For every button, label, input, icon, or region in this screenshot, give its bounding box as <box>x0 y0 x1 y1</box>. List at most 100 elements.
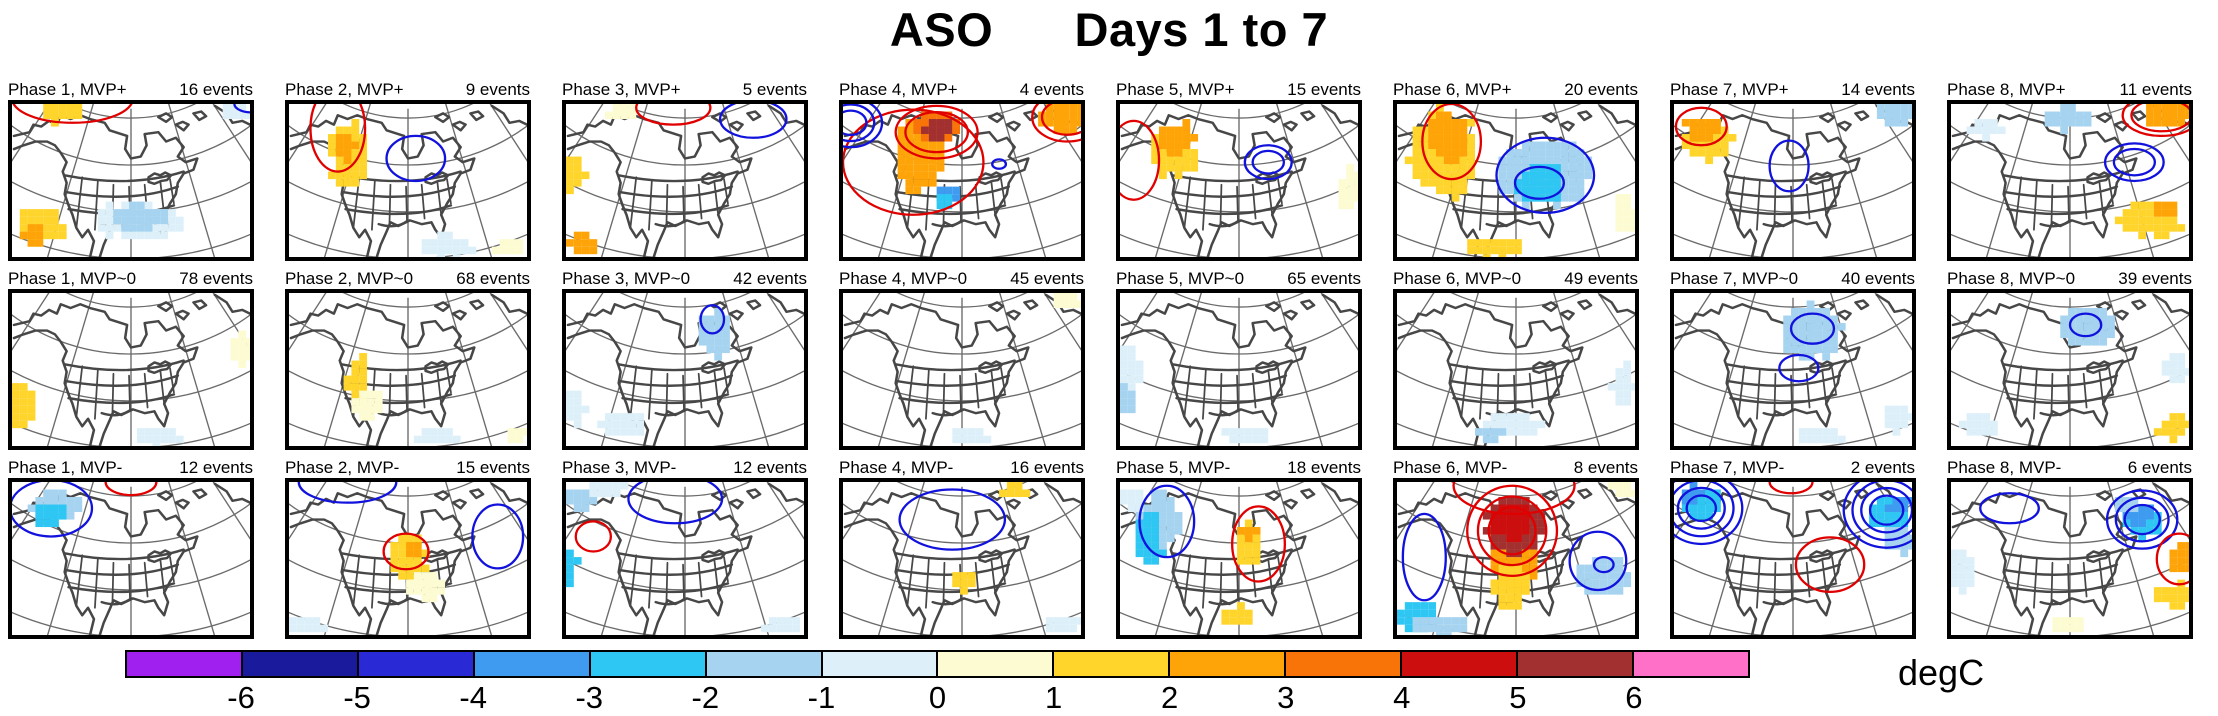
colorbar-tick-label: -6 <box>227 680 255 715</box>
map-panel: Phase 7, MVP- 2 events <box>1670 458 1916 639</box>
map-canvas <box>8 478 254 639</box>
panel-phase-label: Phase 6, MVP- <box>1393 458 1508 477</box>
panel-header: Phase 5, MVP+ 15 events <box>1116 80 1362 100</box>
panel-phase-label: Phase 8, MVP+ <box>1947 80 2066 99</box>
panel-header: Phase 2, MVP+ 9 events <box>285 80 531 100</box>
panel-phase-label: Phase 6, MVP+ <box>1393 80 1512 99</box>
panel-header: Phase 8, MVP+ 11 events <box>1947 80 2193 100</box>
map-canvas <box>1670 478 1916 639</box>
colorbar-tick-label: 5 <box>1509 680 1527 715</box>
panel-events-count: 15 events <box>456 458 530 477</box>
map-panel: Phase 8, MVP~0 39 events <box>1947 269 2193 450</box>
map-panel: Phase 7, MVP~0 40 events <box>1670 269 1916 450</box>
panel-header: Phase 5, MVP~0 65 events <box>1116 269 1362 289</box>
panel-header: Phase 3, MVP- 12 events <box>562 458 808 478</box>
map-panel: Phase 6, MVP- 8 events <box>1393 458 1639 639</box>
colorbar-segment <box>127 652 243 676</box>
panel-events-count: 8 events <box>1573 458 1638 477</box>
map-canvas <box>839 478 1085 639</box>
panel-events-count: 20 events <box>1564 80 1638 99</box>
panel-events-count: 14 events <box>1841 80 1915 99</box>
colorbar-tick-label: 3 <box>1277 680 1295 715</box>
map-panel: Phase 8, MVP- 6 events <box>1947 458 2193 639</box>
map-canvas <box>839 100 1085 261</box>
map-panel: Phase 4, MVP- 16 events <box>839 458 1085 639</box>
panel-events-count: 2 events <box>1850 458 1915 477</box>
map-panel: Phase 6, MVP~0 49 events <box>1393 269 1639 450</box>
panel-header: Phase 8, MVP~0 39 events <box>1947 269 2193 289</box>
panel-events-count: 78 events <box>179 269 253 288</box>
map-canvas <box>1947 100 2193 261</box>
panel-header: Phase 3, MVP~0 42 events <box>562 269 808 289</box>
colorbar-segment <box>1286 652 1403 676</box>
panel-phase-label: Phase 7, MVP~0 <box>1670 269 1799 288</box>
map-panel: Phase 5, MVP+ 15 events <box>1116 80 1362 261</box>
panel-phase-label: Phase 5, MVP~0 <box>1116 269 1245 288</box>
panel-events-count: 16 events <box>179 80 253 99</box>
colorbar-segment <box>474 652 591 676</box>
colorbar-tick-label: 2 <box>1161 680 1179 715</box>
colorbar-segment <box>1633 652 1748 676</box>
map-panel: Phase 1, MVP+ 16 events <box>8 80 254 261</box>
colorbar-segment <box>1054 652 1171 676</box>
map-canvas <box>1670 289 1916 450</box>
map-canvas <box>1947 289 2193 450</box>
panel-phase-label: Phase 2, MVP~0 <box>285 269 414 288</box>
colorbar-segment <box>590 652 707 676</box>
panel-events-count: 42 events <box>733 269 807 288</box>
panel-events-count: 39 events <box>2118 269 2192 288</box>
panel-phase-label: Phase 3, MVP~0 <box>562 269 691 288</box>
panel-events-count: 16 events <box>1010 458 1084 477</box>
map-panel: Phase 5, MVP~0 65 events <box>1116 269 1362 450</box>
colorbar-segment <box>1170 652 1287 676</box>
map-canvas <box>562 478 808 639</box>
map-canvas <box>562 289 808 450</box>
panel-header: Phase 8, MVP- 6 events <box>1947 458 2193 478</box>
panel-phase-label: Phase 7, MVP+ <box>1670 80 1789 99</box>
colorbar-unit-label: degC <box>1898 652 1985 693</box>
map-panel: Phase 1, MVP~0 78 events <box>8 269 254 450</box>
colorbar-wrap: -6 -5 -4 -3 -2 -1 0 1 2 3 4 5 6 <box>125 650 1750 715</box>
map-canvas <box>1116 100 1362 261</box>
panel-header: Phase 7, MVP+ 14 events <box>1670 80 1916 100</box>
panel-events-count: 18 events <box>1287 458 1361 477</box>
panel-phase-label: Phase 4, MVP~0 <box>839 269 968 288</box>
panel-header: Phase 1, MVP~0 78 events <box>8 269 254 289</box>
map-panel: Phase 4, MVP+ 4 events <box>839 80 1085 261</box>
map-panel: Phase 3, MVP+ 5 events <box>562 80 808 261</box>
panel-phase-label: Phase 5, MVP+ <box>1116 80 1235 99</box>
map-canvas <box>1116 289 1362 450</box>
map-panel: Phase 2, MVP~0 68 events <box>285 269 531 450</box>
map-panel: Phase 2, MVP+ 9 events <box>285 80 531 261</box>
figure-title: ASO Days 1 to 7 <box>889 3 1329 56</box>
panel-events-count: 9 events <box>465 80 530 99</box>
map-panel: Phase 6, MVP+ 20 events <box>1393 80 1639 261</box>
colorbar-segment <box>1402 652 1519 676</box>
panel-events-count: 65 events <box>1287 269 1361 288</box>
panel-phase-label: Phase 1, MVP~0 <box>8 269 137 288</box>
panel-header: Phase 7, MVP~0 40 events <box>1670 269 1916 289</box>
panel-phase-label: Phase 2, MVP+ <box>285 80 404 99</box>
colorbar-tick-label: -5 <box>343 680 371 715</box>
panel-phase-label: Phase 1, MVP+ <box>8 80 127 99</box>
panel-header: Phase 2, MVP~0 68 events <box>285 269 531 289</box>
panel-header: Phase 4, MVP+ 4 events <box>839 80 1085 100</box>
panel-events-count: 4 events <box>1019 80 1084 99</box>
map-panel: Phase 2, MVP- 15 events <box>285 458 531 639</box>
colorbar-tick-label: 1 <box>1044 680 1063 715</box>
map-canvas <box>1947 478 2193 639</box>
panel-header: Phase 4, MVP- 16 events <box>839 458 1085 478</box>
panel-row: Phase 1, MVP~0 78 events Phase 2, MVP~0 … <box>8 269 2193 450</box>
panel-header: Phase 1, MVP+ 16 events <box>8 80 254 100</box>
map-panel: Phase 4, MVP~0 45 events <box>839 269 1085 450</box>
panel-header: Phase 3, MVP+ 5 events <box>562 80 808 100</box>
map-canvas <box>1116 478 1362 639</box>
panel-phase-label: Phase 5, MVP- <box>1116 458 1231 477</box>
map-canvas <box>839 289 1085 450</box>
panel-phase-label: Phase 3, MVP+ <box>562 80 681 99</box>
colorbar-tick-label: 4 <box>1393 680 1411 715</box>
colorbar-tick-label: 0 <box>928 680 947 715</box>
colorbar-tick-label: -3 <box>575 680 604 715</box>
panel-phase-label: Phase 8, MVP~0 <box>1947 269 2076 288</box>
panel-events-count: 12 events <box>733 458 807 477</box>
